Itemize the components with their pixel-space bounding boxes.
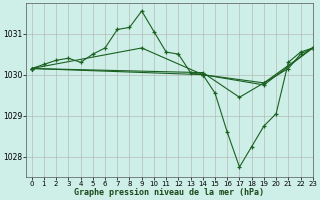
X-axis label: Graphe pression niveau de la mer (hPa): Graphe pression niveau de la mer (hPa): [74, 188, 264, 197]
